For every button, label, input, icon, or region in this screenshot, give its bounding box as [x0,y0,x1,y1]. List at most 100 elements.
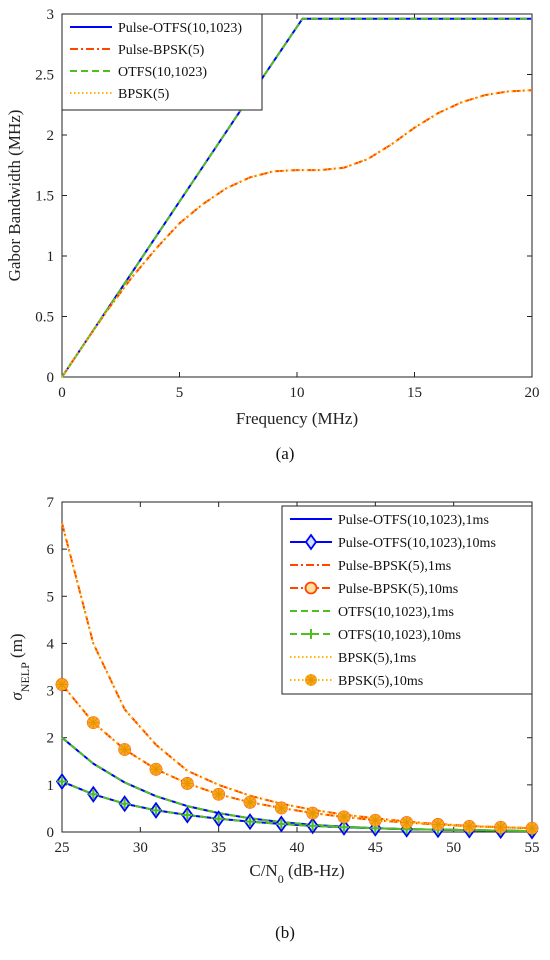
marker-s5-p7 [276,818,287,829]
chart-b: 25 30 35 40 45 50 5501234567Pulse-OTFS(10,1023… [7,495,540,942]
legend-label-7: BPSK(5),10ms [338,674,423,689]
series-markers-7 [56,678,538,835]
x-tick-label: 10 [290,385,305,401]
marker-s7-p12 [432,818,444,831]
x-tick-label: 15 [407,385,422,401]
marker-s7-plegend-star [305,674,317,686]
x-tick-label: 45 [368,840,383,856]
marker-s7-p3-star [150,763,162,776]
x-axis-title-rest: (dB-Hz) [284,861,345,880]
marker-s7-p8 [306,807,319,820]
x-axis-title-main: C/N [249,861,277,880]
y-tick-label: 2 [47,128,55,144]
marker-s7-p6-star [244,796,256,809]
y-tick-label: 0 [47,370,55,386]
chart-a: 0 5 10 15 20 0 0.5 1 1.5 2 2.5 3 Pulse-OTFS(10,1023)… [5,7,540,463]
legend-label-0: Pulse-OTFS(10,1023) [118,21,242,36]
marker-s7-p6 [244,796,256,809]
marker-s7-p2-star [118,743,131,756]
marker-s7-p10 [369,814,382,827]
x-tick-label: 35 [211,840,226,856]
x-tick-label: 55 [525,840,540,856]
legend-label-1: Pulse-OTFS(10,1023),10ms [338,536,496,551]
marker-s7-p1-star [87,716,100,729]
marker-s5-plegend [306,629,316,639]
marker-s7-p4-star [181,777,194,790]
marker-s5-p5 [213,813,224,824]
legend-marker-7 [305,674,317,686]
legend-marker-5 [306,629,316,639]
marker-s7-p15-star [526,822,538,835]
y-axis-title: σNELP (m) [7,633,32,700]
y-tick-label: 1.5 [35,189,54,205]
marker-s5-p6 [245,816,255,827]
y-axis-title-main: σ [7,692,26,701]
series-line-6 [61,522,533,830]
marker-s1-plegend [304,533,318,551]
y-tick-label: 2.5 [35,68,54,84]
legend-box [281,505,533,695]
marker-s5-p2 [119,798,130,809]
x-axis-title: C/N0 (dB-Hz) [249,861,344,886]
x-tick-label: 50 [446,840,461,856]
y-tick-label: 6 [47,542,55,558]
x-tick-label: 0 [58,385,66,401]
marker-s7-p13-star [463,820,476,833]
marker-s5-p4 [182,810,193,821]
x-axis-title: Frequency (MHz) [236,409,358,428]
marker-s7-p7 [275,801,288,814]
legend-label-4: OTFS(10,1023),1ms [338,605,454,620]
y-tick-label: 4 [47,636,55,652]
legend-marker-3 [304,581,318,595]
y-tick-label: 3 [47,684,55,700]
x-tick-label: 20 [525,385,540,401]
x-axis-title-sub: 0 [278,872,284,886]
series-line-1 [61,89,533,378]
marker-s7-p14 [494,821,507,834]
marker-s7-p4 [181,777,194,790]
marker-s7-p9-star [338,810,350,823]
y-axis-title-sub: NELP [18,662,32,692]
legend-label-3: Pulse-BPSK(5),10ms [338,582,458,597]
x-tick-label: 40 [290,840,305,856]
legend-label-3: BPSK(5) [118,87,170,102]
marker-s7-p9 [338,810,350,823]
caption-a: (a) [276,444,295,463]
marker-s7-p13 [463,820,476,833]
x-tick-label: 5 [176,385,184,401]
marker-s7-p12-star [432,818,444,831]
marker-s7-p15 [526,822,538,835]
y-tick-label: 1 [47,778,55,794]
x-tick-label: 30 [133,840,148,856]
y-axis-title: Gabor Bandwidth (MHz) [5,110,24,282]
marker-s7-p10-star [369,814,382,827]
marker-s7-p0-star [56,678,68,691]
marker-s7-p5 [212,788,225,801]
legend-label-1: Pulse-BPSK(5) [118,43,205,58]
legend-marker-1 [304,533,318,551]
x-tick-label: 25 [55,840,70,856]
marker-s7-p11 [400,816,413,829]
y-axis-title-rest: (m) [7,633,26,662]
marker-s5-p8 [307,820,318,831]
y-tick-label: 3 [47,7,55,23]
marker-s5-p3 [151,805,161,816]
caption-b: (b) [275,923,295,942]
marker-s7-p2 [118,743,131,756]
legend-label-0: Pulse-OTFS(10,1023),1ms [338,513,489,528]
y-tick-label: 7 [47,495,55,511]
marker-s7-p1 [87,716,100,729]
marker-s7-p8-star [306,807,319,820]
marker-s7-p7-star [275,801,288,814]
legend-label-6: BPSK(5),1ms [338,651,416,666]
series-line-5 [61,780,533,833]
marker-s3-plegend [304,581,318,595]
marker-s5-p9 [339,822,349,833]
marker-s5-p0 [57,776,67,787]
marker-s7-p14-star [494,821,507,834]
marker-s7-plegend [305,674,317,686]
y-tick-label: 1 [47,249,55,265]
series-line-7 [61,683,533,830]
legend-label-2: OTFS(10,1023) [118,65,207,80]
